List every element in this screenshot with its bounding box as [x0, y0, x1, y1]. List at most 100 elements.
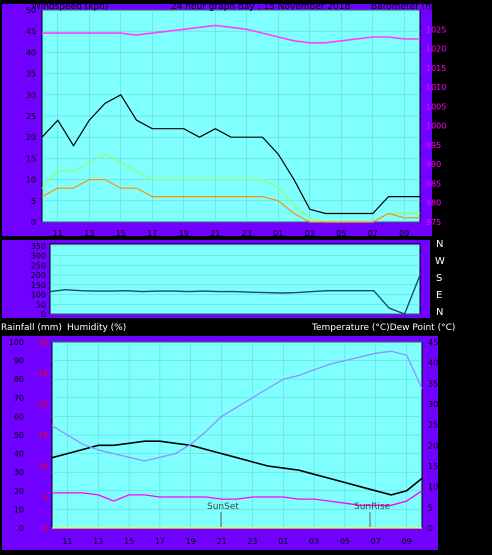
- baro-tick-label: 1015: [426, 64, 446, 73]
- time-tick-label: 03: [309, 537, 319, 546]
- rain-tick-label: 0: [43, 524, 48, 533]
- wind-line: [41, 179, 420, 223]
- direction-grid: [50, 245, 420, 315]
- time-tick-label: 05: [336, 229, 346, 238]
- barometer-ticks: 975 980 985 990 995 1000 1005 1010 1015 1020 1025: [426, 25, 446, 227]
- time-tick-label: 13: [93, 537, 103, 546]
- time-tick-label: 11: [53, 229, 63, 238]
- compass-e: E: [436, 290, 442, 301]
- humidity-tick-label: 80: [14, 375, 24, 384]
- compass-n-top: N: [436, 239, 443, 250]
- rain-tick-label: 25: [38, 369, 48, 378]
- direction-tick-label: 0: [41, 310, 46, 319]
- baro-tick-label: 1025: [426, 25, 446, 34]
- wind-tick-label: 45: [26, 27, 36, 36]
- wind-speed-ticks: 0 5 10 15 20 25 30 35 40 45 50: [26, 6, 36, 227]
- direction-tick-label: 300: [31, 252, 46, 261]
- rain-tick-label: 15: [38, 431, 48, 440]
- wind-tick-label: 5: [31, 197, 36, 206]
- time-tick-label: 05: [340, 537, 350, 546]
- temp-tick-label: 0: [428, 524, 433, 533]
- baro-tick-label: 1000: [426, 122, 446, 131]
- barometer-line: [42, 24, 420, 44]
- temp-tick-label: 25: [428, 421, 438, 430]
- compass-s: S: [436, 273, 442, 284]
- temp-tick-label: 10: [428, 483, 438, 492]
- time-tick-label: 15: [124, 537, 134, 546]
- direction-series: [49, 274, 421, 315]
- rainfall-label: Rainfall (mm): [1, 323, 62, 333]
- wind-tick-label: 25: [26, 112, 36, 121]
- wind-tick-label: 30: [26, 91, 36, 100]
- direction-line: [49, 274, 421, 315]
- rain-tick-label: 20: [38, 400, 48, 409]
- wind-tick-label: 20: [26, 133, 36, 142]
- humidity-tick-label: 0: [19, 524, 24, 533]
- wind-series: [41, 24, 420, 223]
- wind-tick-label: 40: [26, 48, 36, 57]
- humidity-tick-label: 70: [14, 394, 24, 403]
- time-tick-label: 17: [147, 229, 157, 238]
- temp-tick-label: 45: [428, 338, 438, 347]
- wind-tick-label: 35: [26, 70, 36, 79]
- direction-tick-label: 250: [31, 261, 46, 270]
- sunrise-label: SunRise: [354, 502, 391, 512]
- direction-tick-label: 100: [31, 291, 46, 300]
- sunset-label: SunSet: [207, 502, 239, 512]
- humidity-tick-label: 50: [14, 431, 24, 440]
- wind-time-ticks: 11 13 15 17 19 21 23 01 03 05 07 09: [53, 229, 410, 238]
- temperature-time-ticks: 11 13 15 17 19 21 23 01 03 05 07 09: [62, 537, 411, 546]
- wind-tick-label: 15: [26, 154, 36, 163]
- direction-tick-label: 200: [31, 271, 46, 280]
- time-tick-label: 21: [216, 537, 226, 546]
- baro-tick-label: 1010: [426, 83, 446, 92]
- time-tick-label: 01: [273, 229, 283, 238]
- wind-tick-label: 10: [26, 176, 36, 185]
- time-tick-label: 15: [116, 229, 126, 238]
- humidity-label: Humidity (%): [67, 323, 126, 333]
- barometer-label: Barometer (hpa): [371, 2, 446, 12]
- temperature-line: [51, 440, 423, 496]
- time-tick-label: 07: [368, 229, 378, 238]
- baro-tick-label: 1020: [426, 45, 446, 54]
- time-tick-label: 19: [179, 229, 189, 238]
- time-tick-label: 17: [155, 537, 165, 546]
- temp-tick-label: 35: [428, 379, 438, 388]
- rainfall-ticks: 0 5 10 15 20 25 30: [38, 338, 48, 533]
- time-tick-label: 23: [242, 229, 252, 238]
- humidity-line: [51, 350, 423, 462]
- temp-tick-label: 15: [428, 462, 438, 471]
- wind-tick-label: 50: [26, 6, 36, 15]
- direction-tick-label: 350: [31, 242, 46, 251]
- time-tick-label: 19: [186, 537, 196, 546]
- rain-tick-label: 10: [38, 462, 48, 471]
- temperature-ticks: 0 5 10 15 20 25 30 35 40 45: [428, 338, 438, 533]
- baro-tick-label: 985: [426, 179, 441, 188]
- baro-tick-label: 975: [426, 218, 441, 227]
- direction-tick-label: 50: [36, 300, 46, 309]
- time-tick-label: 09: [399, 229, 409, 238]
- graph-title: 24 hour graph day : 15 November 2018: [171, 2, 350, 12]
- time-tick-label: 11: [62, 537, 72, 546]
- temperature-label: Temperature (°C)Dew Point (°C): [311, 323, 455, 333]
- time-tick-label: 01: [278, 537, 288, 546]
- rain-tick-label: 5: [43, 493, 48, 502]
- humidity-tick-label: 30: [14, 468, 24, 477]
- humidity-tick-label: 10: [14, 505, 24, 514]
- temp-tick-label: 30: [428, 400, 438, 409]
- humidity-tick-label: 60: [14, 412, 24, 421]
- time-tick-label: 23: [247, 537, 257, 546]
- rain-tick-label: 30: [38, 338, 48, 347]
- time-tick-label: 21: [210, 229, 220, 238]
- compass-w: W: [435, 256, 445, 267]
- wind-tick-label: 0: [31, 218, 36, 227]
- baro-tick-label: 1005: [426, 102, 446, 111]
- time-tick-label: 09: [401, 537, 411, 546]
- direction-plot-area: [49, 243, 421, 315]
- temp-tick-label: 5: [428, 503, 433, 512]
- baro-tick-label: 995: [426, 141, 441, 150]
- humidity-tick-label: 20: [14, 487, 24, 496]
- dewpoint-line: [52, 490, 423, 506]
- humidity-tick-label: 90: [14, 357, 24, 366]
